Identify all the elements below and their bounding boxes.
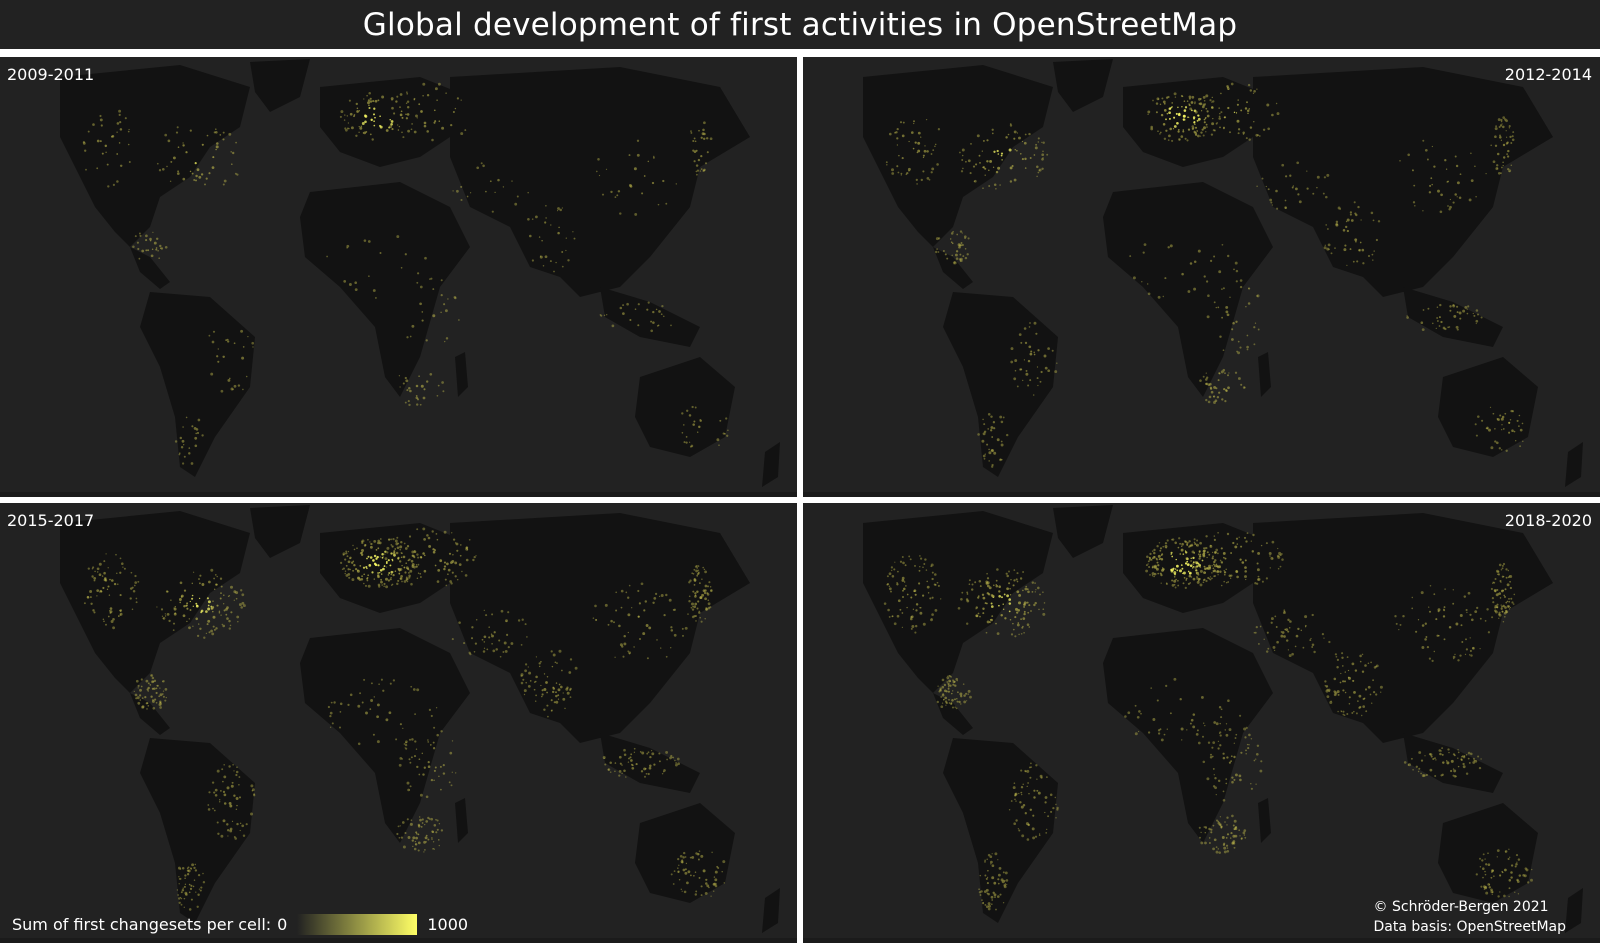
land-europe	[1123, 77, 1273, 167]
land-antarctica-hint	[0, 938, 797, 943]
world-map	[803, 59, 1600, 497]
land-central-america	[933, 693, 973, 735]
land-antarctica-hint	[0, 492, 797, 497]
legend: Sum of first changesets per cell: 0 1000	[12, 914, 468, 935]
land-australia	[635, 357, 735, 457]
land-new-zealand	[1565, 442, 1583, 487]
land-antarctica-hint	[803, 492, 1600, 497]
map-panel-2012-2014: 2012-2014	[803, 57, 1600, 497]
land-south-america	[943, 738, 1058, 923]
legend-max: 1000	[427, 915, 469, 934]
land-asia	[1253, 67, 1553, 297]
activity-dots	[885, 82, 1524, 468]
world-map	[0, 59, 797, 497]
land-southeast-asia	[600, 733, 700, 793]
land-central-america	[130, 693, 170, 735]
land-asia	[1253, 513, 1553, 743]
period-label: 2015-2017	[7, 511, 95, 530]
land-central-america	[130, 247, 170, 289]
period-label: 2009-2011	[7, 65, 95, 84]
land-southeast-asia	[1403, 733, 1503, 793]
land-africa	[1103, 628, 1273, 843]
land-greenland	[1053, 59, 1113, 112]
land-north-america	[60, 65, 250, 247]
land-africa	[1103, 182, 1273, 397]
map-panel-2009-2011: 2009-2011	[0, 57, 797, 497]
map-panel-2015-2017: 2015-2017 Sum of first changesets per ce…	[0, 503, 797, 943]
land-europe	[1123, 523, 1273, 613]
land-madagascar	[455, 352, 468, 397]
land-greenland	[250, 505, 310, 558]
land-antarctica-hint	[803, 938, 1600, 943]
land-asia	[450, 67, 750, 297]
land-madagascar	[1258, 352, 1271, 397]
land-north-america	[60, 511, 250, 693]
author-credit: © Schröder-Bergen 2021	[1373, 899, 1549, 915]
land-africa	[300, 628, 470, 843]
period-label: 2018-2020	[1504, 511, 1592, 530]
map-panel-2018-2020: 2018-2020 © Schröder-Bergen 2021 Data ba…	[803, 503, 1600, 943]
land-greenland	[250, 59, 310, 112]
period-label: 2012-2014	[1504, 65, 1592, 84]
data-source: Data basis: OpenStreetMap	[1373, 919, 1566, 935]
land-madagascar	[455, 798, 468, 843]
activity-dots	[83, 527, 726, 911]
activity-dots	[883, 531, 1533, 911]
land-central-america	[933, 247, 973, 289]
land-north-america	[863, 511, 1053, 693]
land-europe	[320, 77, 470, 167]
map-title: Global development of first activities i…	[0, 0, 1600, 49]
legend-color-ramp	[297, 914, 418, 935]
land-south-america	[140, 738, 255, 923]
land-australia	[635, 803, 735, 903]
world-map	[803, 505, 1600, 943]
land-australia	[1438, 803, 1538, 903]
land-madagascar	[1258, 798, 1271, 843]
land-north-america	[863, 65, 1053, 247]
world-map	[0, 505, 797, 943]
land-southeast-asia	[600, 287, 700, 347]
land-new-zealand	[762, 888, 780, 933]
legend-label: Sum of first changesets per cell:	[12, 915, 272, 934]
land-africa	[300, 182, 470, 397]
land-asia	[450, 513, 750, 743]
legend-min: 0	[277, 915, 288, 934]
land-new-zealand	[762, 442, 780, 487]
land-south-america	[140, 292, 255, 477]
land-new-zealand	[1565, 888, 1583, 933]
activity-dots	[82, 82, 729, 465]
credits: © Schröder-Bergen 2021 Data basis: OpenS…	[1374, 897, 1566, 937]
land-greenland	[1053, 505, 1113, 558]
land-southeast-asia	[1403, 287, 1503, 347]
land-australia	[1438, 357, 1538, 457]
land-south-america	[943, 292, 1058, 477]
land-europe	[320, 523, 470, 613]
